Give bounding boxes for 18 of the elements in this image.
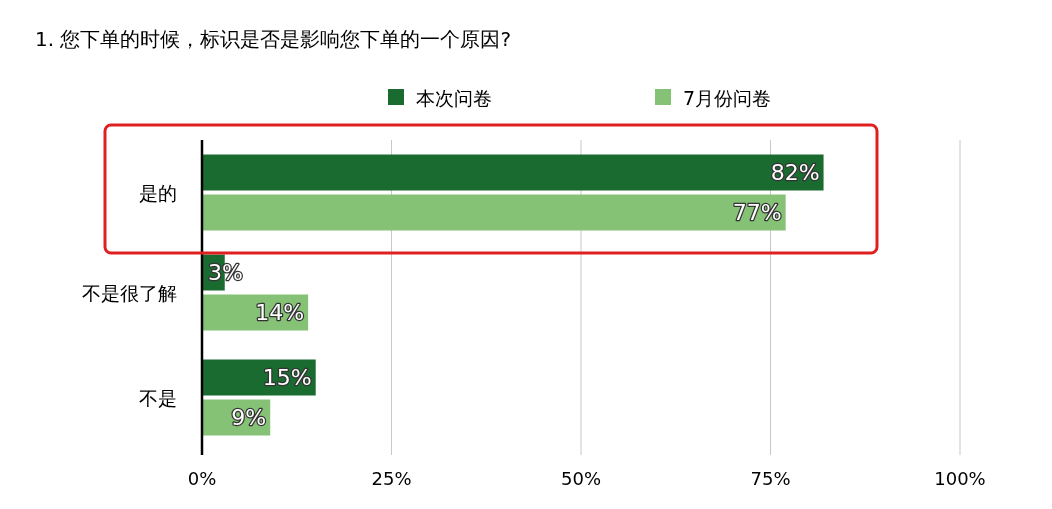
y-tick-label: 不是	[139, 386, 177, 409]
data-label: 82%	[770, 159, 820, 185]
x-tick-label: 75%	[750, 468, 791, 489]
data-label: 14%	[255, 299, 305, 325]
y-tick-label: 是的	[139, 181, 177, 204]
legend-label: 本次问卷	[416, 87, 492, 109]
y-tick-label: 不是很了解	[82, 281, 177, 304]
bar	[202, 194, 786, 231]
legend-label: 7月份问卷	[683, 87, 772, 109]
data-label: 15%	[262, 364, 312, 390]
data-label: 77%	[732, 199, 782, 225]
x-tick-label: 25%	[371, 468, 412, 489]
x-tick-label: 0%	[187, 468, 217, 489]
chart-title: 1. 您下单的时候，标识是否是影响您下单的一个原因?	[35, 27, 512, 51]
x-tick-label: 100%	[934, 468, 986, 489]
data-label: 9%	[231, 404, 267, 430]
x-tick-label: 50%	[560, 468, 602, 489]
bar	[202, 154, 824, 191]
